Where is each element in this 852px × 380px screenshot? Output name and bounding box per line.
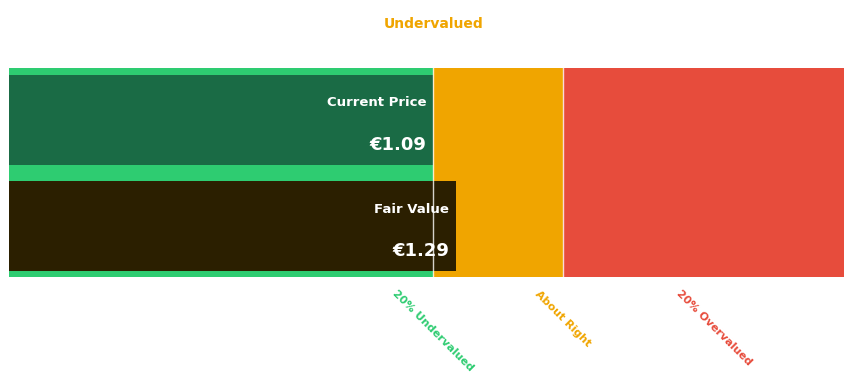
Text: Current Price: Current Price [326, 97, 426, 109]
Text: 20% Overvalued: 20% Overvalued [674, 288, 752, 367]
Bar [9, 181, 455, 271]
Text: Undervalued: Undervalued [383, 17, 482, 31]
Text: About Right: About Right [532, 288, 592, 348]
Text: Fair Value: Fair Value [374, 203, 448, 216]
Bar [9, 75, 433, 165]
Text: €1.09: €1.09 [369, 136, 426, 154]
Text: €1.29: €1.29 [392, 242, 448, 260]
Bar [562, 68, 843, 277]
Bar [433, 68, 562, 277]
Text: 20% Undervalued: 20% Undervalued [390, 288, 475, 373]
Bar [9, 68, 433, 277]
